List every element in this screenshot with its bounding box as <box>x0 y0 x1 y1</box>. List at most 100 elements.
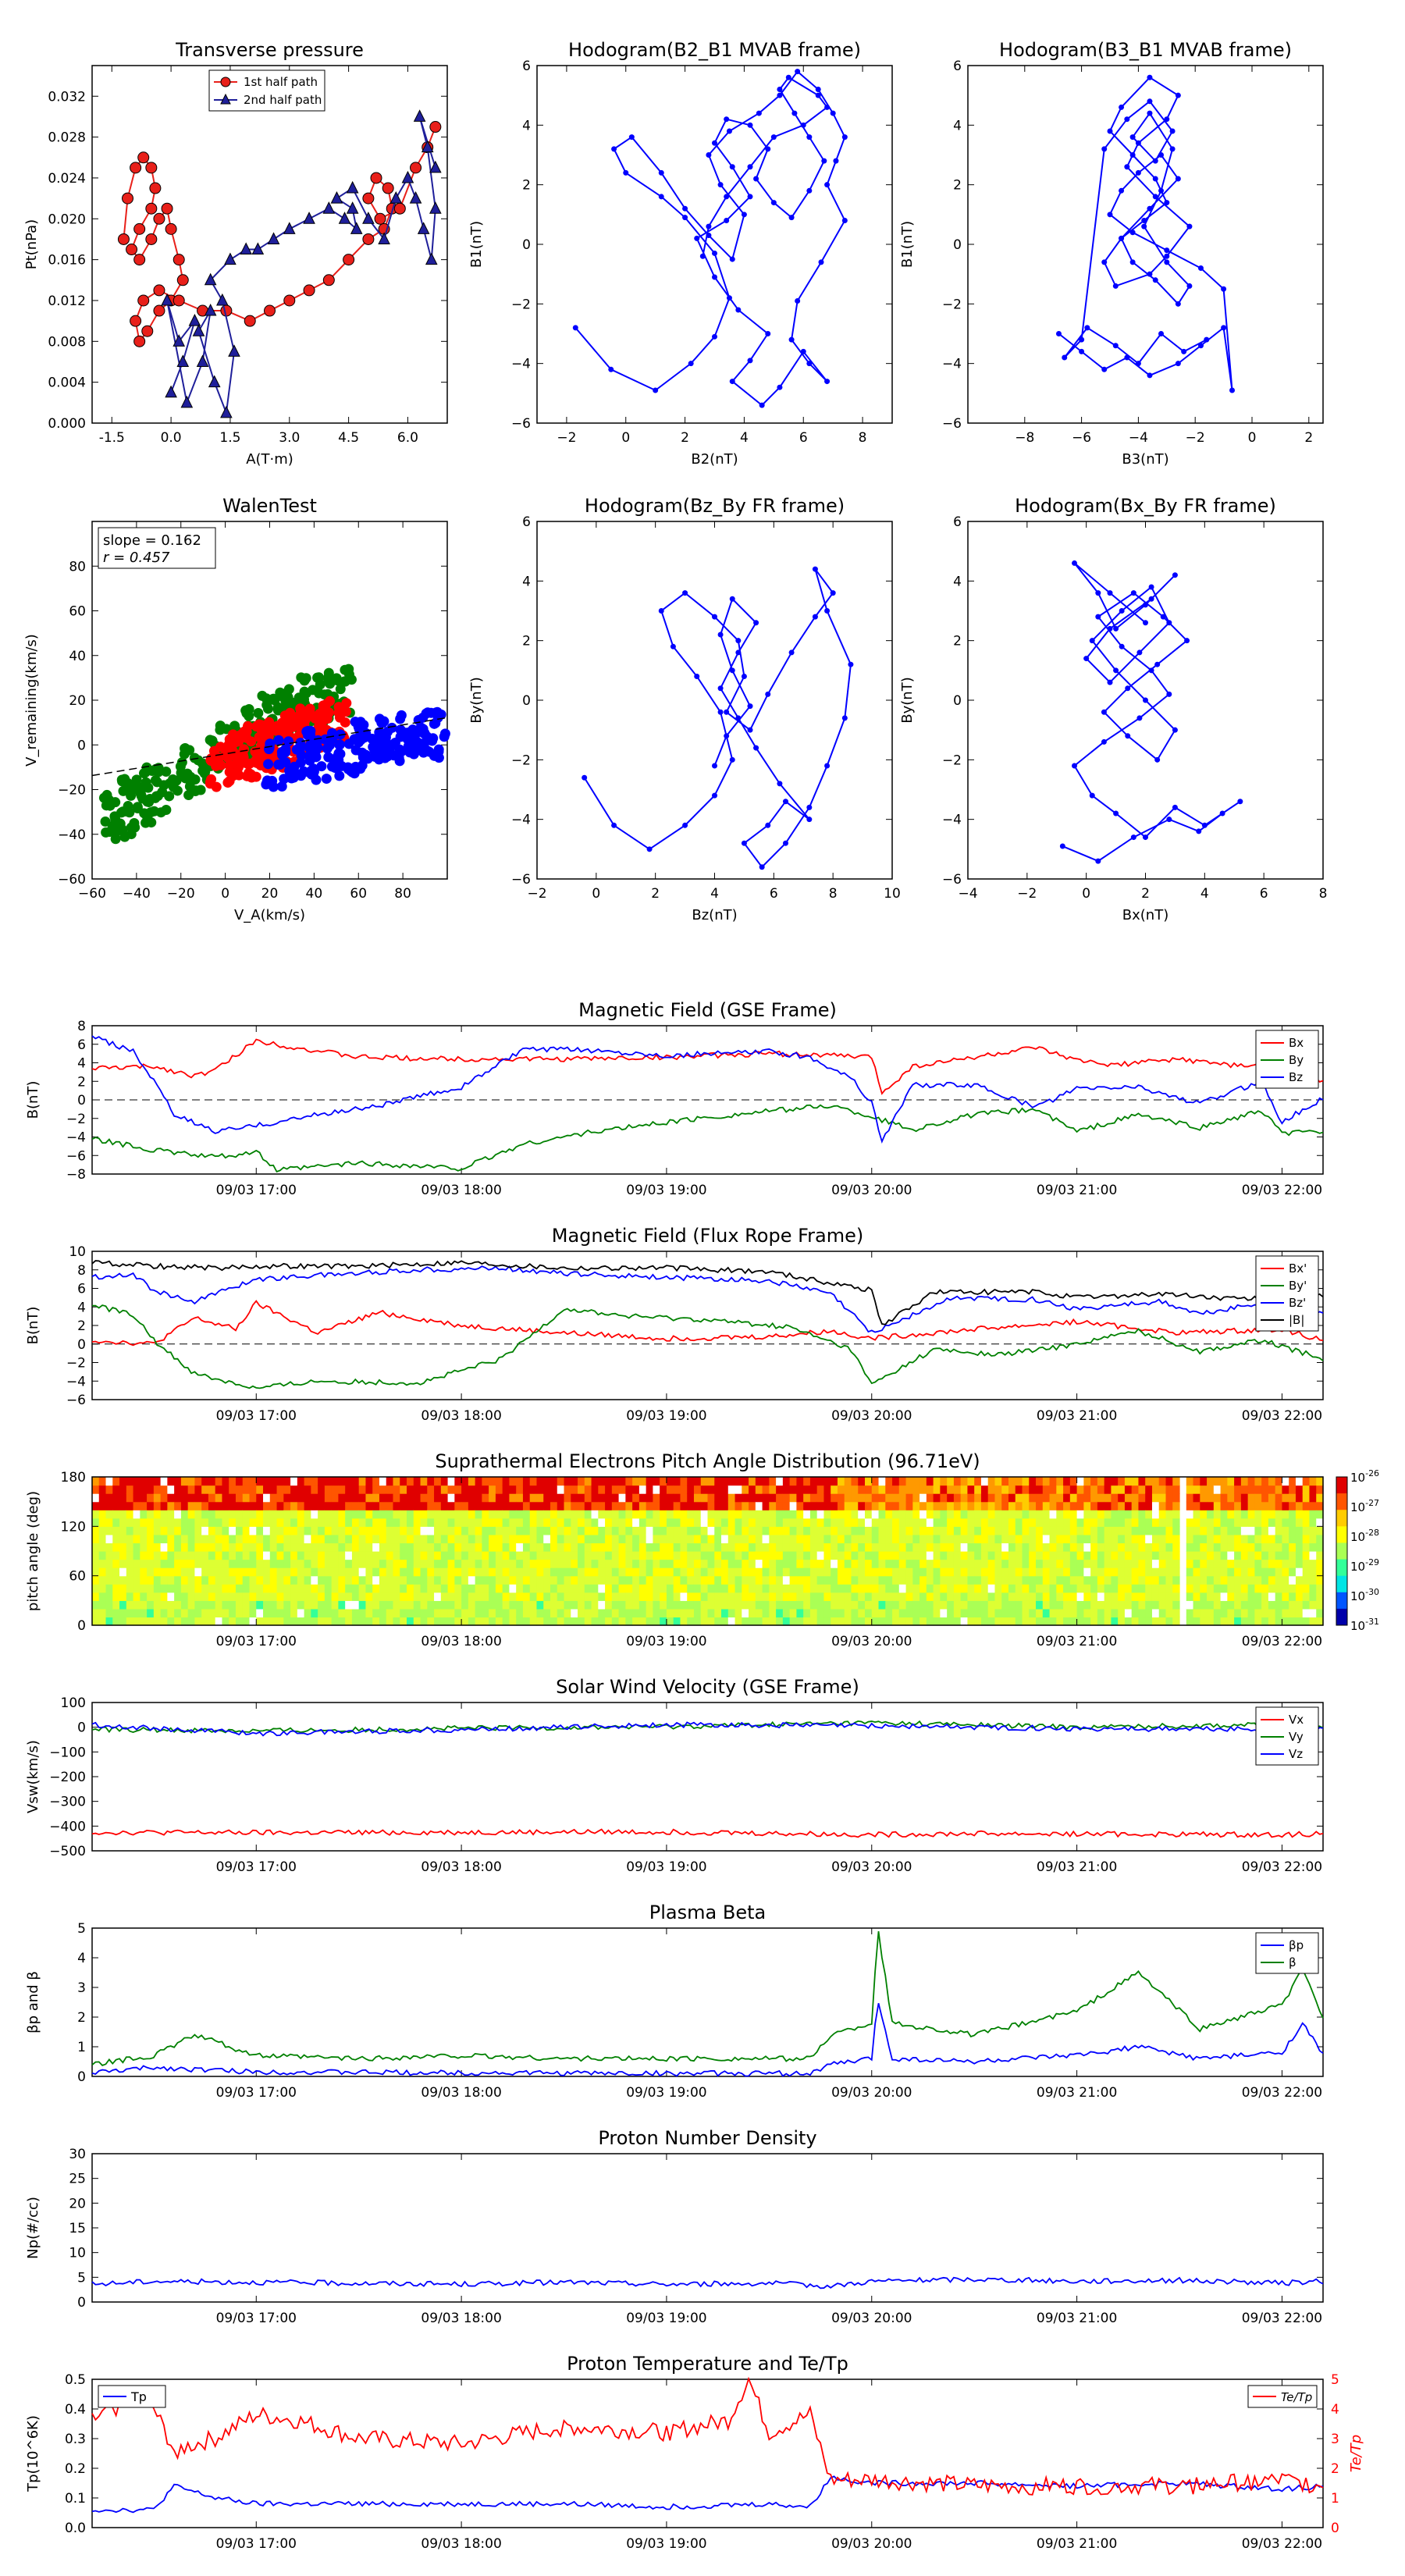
pad-cell <box>440 1584 449 1593</box>
pad-cell <box>1268 1542 1276 1552</box>
pad-cell <box>290 1608 298 1618</box>
h1-point <box>747 358 753 364</box>
pad-cell <box>898 1542 907 1552</box>
pad-cell <box>447 1608 455 1618</box>
pad-cell <box>1247 1542 1255 1552</box>
pad-cell <box>980 1542 989 1552</box>
bgse-series-2 <box>91 1035 1324 1144</box>
pad-cell <box>1186 1567 1194 1577</box>
pad-cell <box>187 1517 196 1527</box>
pad-cell <box>1234 1559 1242 1568</box>
pad-cell <box>420 1592 428 1601</box>
h2-point <box>1221 325 1227 331</box>
pad-cell <box>1254 1501 1262 1510</box>
pad-cell <box>721 1551 729 1560</box>
walen-point-red <box>295 703 306 714</box>
pad-cell <box>1268 1608 1276 1618</box>
pad-cell <box>666 1526 674 1535</box>
pad-cell <box>1240 1608 1249 1618</box>
pad-cell <box>92 1551 100 1560</box>
pad-cell <box>297 1584 305 1593</box>
pad-cell <box>960 1493 969 1503</box>
pad-cell <box>660 1485 667 1494</box>
pad-cell <box>1282 1477 1289 1486</box>
bfr-title: Magnetic Field (Flux Rope Frame) <box>552 1225 863 1247</box>
h4-xtick-label: 8 <box>1319 886 1328 902</box>
pad-cell <box>660 1517 667 1527</box>
pad-cell <box>318 1493 325 1503</box>
pad-cell <box>776 1600 784 1610</box>
pad-cell <box>974 1493 982 1503</box>
pad-cell <box>215 1575 223 1585</box>
h2-point <box>1147 205 1153 212</box>
pad-cell <box>536 1542 544 1552</box>
pad-cell <box>201 1600 209 1610</box>
pad-cell <box>1240 1600 1249 1610</box>
pad-cell <box>1145 1510 1153 1519</box>
pad-cell <box>967 1501 975 1510</box>
pad-cell <box>92 1501 100 1510</box>
pad-cell <box>440 1517 449 1527</box>
pad-cell <box>755 1510 763 1519</box>
pad-cell <box>1036 1477 1044 1486</box>
pad-cell <box>564 1526 571 1535</box>
pad-cell <box>591 1534 599 1544</box>
pad-cell <box>263 1534 271 1544</box>
pad-cell <box>707 1575 715 1585</box>
pad-cell <box>1234 1526 1242 1535</box>
pad-cell <box>529 1608 538 1618</box>
pad-cell <box>522 1551 531 1560</box>
pad-cell <box>222 1510 229 1519</box>
pad-cell <box>345 1510 353 1519</box>
pad-cell <box>372 1501 380 1510</box>
pad-cell <box>304 1617 311 1626</box>
walen-point-red <box>238 752 249 763</box>
pad-cell <box>1124 1559 1133 1568</box>
pad-cell <box>461 1485 469 1494</box>
pad-cell <box>324 1584 333 1593</box>
pad-cell <box>1165 1510 1173 1519</box>
pad-cell <box>823 1517 831 1527</box>
pad-cell <box>98 1542 107 1552</box>
pad-cell <box>1158 1493 1167 1503</box>
pad-cell <box>318 1559 325 1568</box>
pad-cell <box>776 1477 784 1486</box>
pad-cell <box>823 1477 831 1486</box>
pad-cell <box>618 1477 626 1486</box>
pad-cell <box>638 1526 647 1535</box>
pad-colorbar-segment <box>1336 1575 1347 1593</box>
pad-cell <box>318 1551 325 1560</box>
pad-cell <box>947 1534 955 1544</box>
pad-cell <box>386 1567 394 1577</box>
pad-cell <box>776 1493 784 1503</box>
pad-cell <box>680 1526 688 1535</box>
pad-cell <box>892 1567 900 1577</box>
pad-cell <box>803 1592 811 1601</box>
pad-cell <box>461 1600 469 1610</box>
pad-cell <box>742 1617 749 1626</box>
pad-cell <box>1049 1551 1057 1560</box>
pad-cell <box>578 1542 585 1552</box>
pad-cell <box>865 1559 873 1568</box>
pad-cell <box>865 1542 873 1552</box>
pad-cell <box>379 1584 387 1593</box>
pad-cell <box>858 1485 866 1494</box>
pad-cell <box>1227 1485 1235 1494</box>
pad-cell <box>194 1559 202 1568</box>
pad-cell <box>1165 1592 1173 1601</box>
pad-cell <box>673 1534 681 1544</box>
pad-cell <box>1022 1517 1030 1527</box>
pad-cell <box>386 1534 394 1544</box>
pad-cell <box>892 1526 900 1535</box>
pad-cell <box>413 1517 422 1527</box>
pad-cell <box>1104 1584 1112 1593</box>
pad-cell <box>940 1501 948 1510</box>
pad-cell <box>714 1567 722 1577</box>
pad-cell <box>1042 1559 1051 1568</box>
walen-point-red <box>239 744 250 755</box>
pad-cell <box>1131 1575 1140 1585</box>
pad-cell <box>516 1485 524 1494</box>
pad-cell <box>283 1592 291 1601</box>
pad-cell <box>536 1567 544 1577</box>
pad-cell <box>660 1493 667 1503</box>
